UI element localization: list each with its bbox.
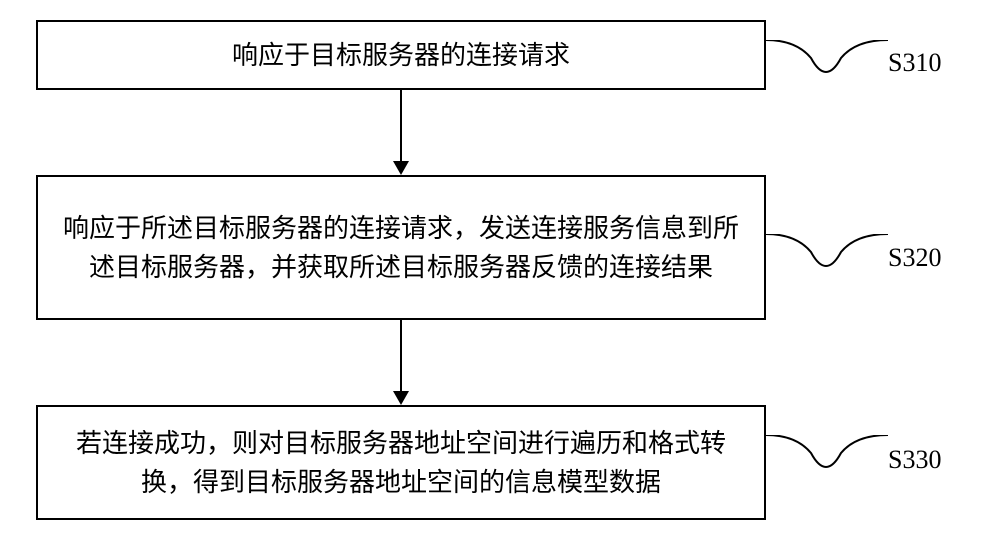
flowchart-step-3: 若连接成功，则对目标服务器地址空间进行遍历和格式转换，得到目标服务器地址空间的信… [36,405,766,520]
step-2-text: 响应于所述目标服务器的连接请求，发送连接服务信息到所述目标服务器，并获取所述目标… [58,209,744,287]
step-1-text: 响应于目标服务器的连接请求 [232,36,570,75]
arrow-2-head [393,391,409,405]
step-3-curve [766,435,888,481]
step-2-curve [766,234,888,280]
arrow-1-head [393,161,409,175]
step-2-label: S320 [888,243,941,273]
flowchart-step-1: 响应于目标服务器的连接请求 [36,20,766,90]
flowchart-step-2: 响应于所述目标服务器的连接请求，发送连接服务信息到所述目标服务器，并获取所述目标… [36,175,766,320]
step-3-text: 若连接成功，则对目标服务器地址空间进行遍历和格式转换，得到目标服务器地址空间的信… [58,424,744,502]
step-1-label: S310 [888,48,941,78]
arrow-2-line [400,320,402,391]
arrow-1-line [400,90,402,161]
step-1-curve [766,40,888,86]
step-3-label: S330 [888,445,941,475]
